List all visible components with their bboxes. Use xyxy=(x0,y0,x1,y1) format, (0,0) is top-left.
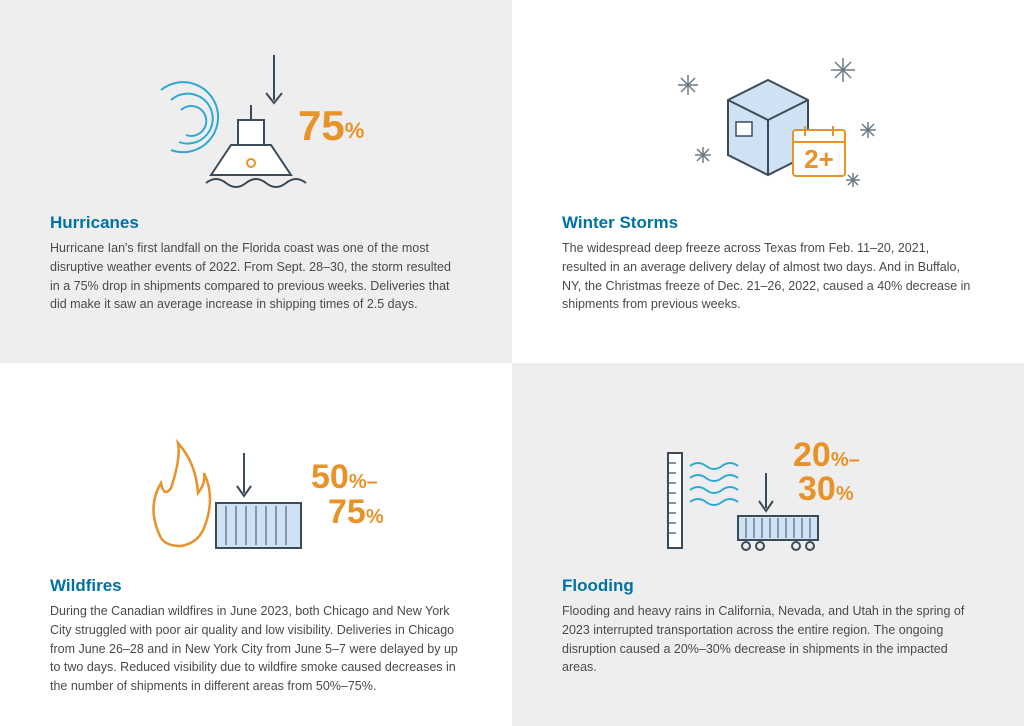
icon-flooding: 20%– 30% xyxy=(562,403,974,558)
stat-number: 75% xyxy=(298,102,364,149)
stat-number: 2+ xyxy=(804,144,834,174)
panel-hurricanes: 75% Hurricanes Hurricane Ian's first lan… xyxy=(0,0,512,363)
title-wildfires: Wildfires xyxy=(50,576,462,596)
svg-text:75%: 75% xyxy=(328,493,384,531)
title-hurricanes: Hurricanes xyxy=(50,213,462,233)
body-hurricanes: Hurricane Ian's first landfall on the Fl… xyxy=(50,239,462,314)
stat-range: 50%– xyxy=(311,458,378,496)
title-winter: Winter Storms xyxy=(562,213,974,233)
icon-wildfire: 50%– 75% xyxy=(50,403,462,558)
panel-wildfires: 50%– 75% Wildfires During the Canadian w… xyxy=(0,363,512,726)
icon-hurricane: 75% xyxy=(50,40,462,195)
panel-winter: 2+ Winter Storms The widespread deep fre… xyxy=(512,0,1024,363)
svg-text:30%: 30% xyxy=(798,470,854,508)
panel-flooding: 20%– 30% Flooding Flooding and heavy rai… xyxy=(512,363,1024,726)
stat-range: 20%– xyxy=(793,436,860,474)
title-flooding: Flooding xyxy=(562,576,974,596)
body-wildfires: During the Canadian wildfires in June 20… xyxy=(50,602,462,696)
icon-winter: 2+ xyxy=(562,40,974,195)
body-winter: The widespread deep freeze across Texas … xyxy=(562,239,974,314)
body-flooding: Flooding and heavy rains in California, … xyxy=(562,602,974,677)
